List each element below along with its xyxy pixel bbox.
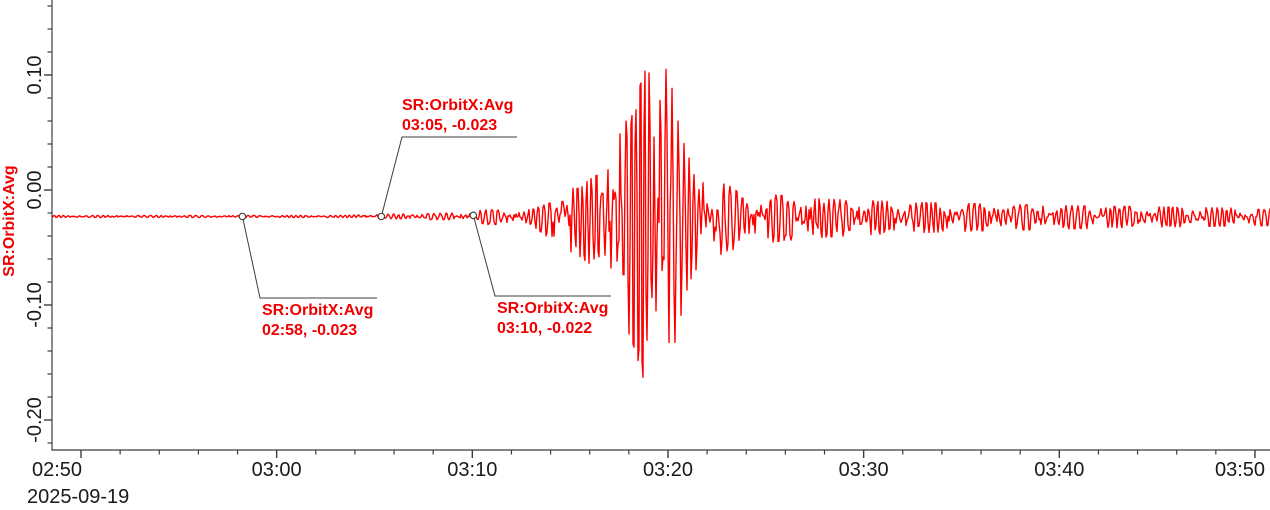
y-axis-title: SR:OrbitX:Avg: [1, 165, 18, 277]
x-axis-tick-label: 03:50: [1214, 459, 1266, 481]
y-axis-tick-label: -0.20: [24, 397, 46, 443]
annotation-pv-name: SR:OrbitX:Avg: [497, 300, 609, 317]
annotation-label[interactable]: SR:OrbitX:Avg 02:58, -0.023: [262, 301, 373, 341]
annotation-pv-name: SR:OrbitX:Avg: [402, 97, 514, 114]
annotation-point-marker[interactable]: [469, 211, 478, 220]
y-axis-tick-label: 0.10: [24, 55, 46, 95]
annotation-time-value: 03:10, -0.022: [497, 320, 593, 337]
x-axis-tick-label: 03:40: [1034, 459, 1085, 481]
annotation-callout-line[interactable]: [380, 136, 517, 217]
waveform-trace[interactable]: [51, 68, 1270, 378]
annotation-time-value: 02:58, -0.023: [262, 322, 358, 339]
annotation-callout-line[interactable]: [472, 215, 611, 297]
x-axis-tick-label: 03:30: [838, 459, 889, 481]
annotation-time-value: 03:05, -0.023: [402, 117, 498, 134]
x-axis-tick-label: 03:00: [251, 459, 302, 481]
x-axis-tick-label: 03:10: [447, 459, 498, 481]
x-axis-tick-label: 03:20: [642, 459, 693, 481]
annotation-pv-name: SR:OrbitX:Avg: [262, 302, 374, 319]
y-axis-tick-label: 0.00: [24, 170, 46, 210]
annotation-callout-line[interactable]: [241, 216, 377, 299]
annotation-point-marker[interactable]: [377, 212, 386, 221]
annotation-label[interactable]: SR:OrbitX:Avg 03:05, -0.023: [402, 96, 513, 136]
annotation-label[interactable]: SR:OrbitX:Avg 03:10, -0.022: [497, 299, 608, 339]
annotation-point-marker[interactable]: [238, 212, 247, 221]
x-axis-tick-label: 02:50: [31, 459, 83, 481]
y-axis-tick-label: -0.10: [24, 282, 46, 328]
x-axis-date-label: 2025-09-19: [27, 486, 130, 508]
